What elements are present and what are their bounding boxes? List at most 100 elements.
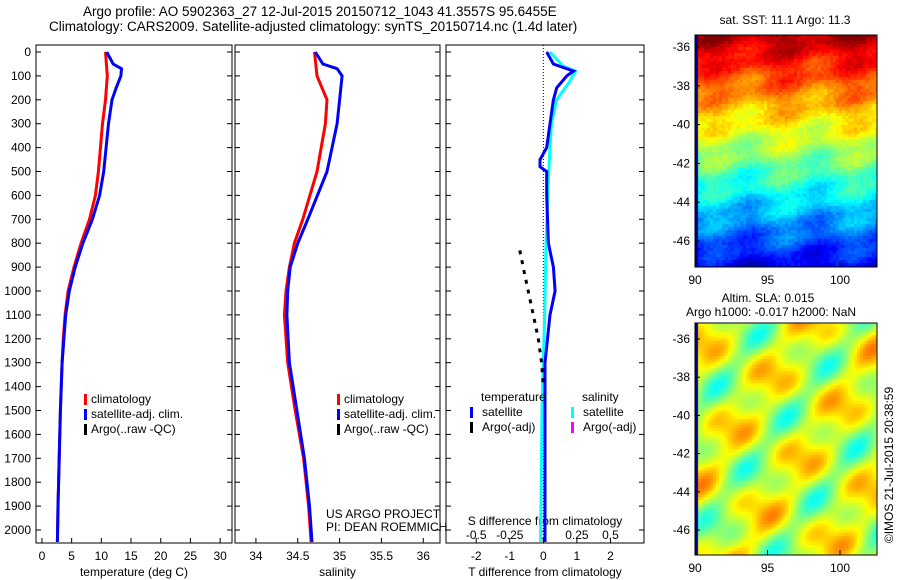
legend-title-temperature: temperature [481, 390, 546, 404]
lat-tick-label: -40 [673, 408, 691, 422]
xtick-label: 2 [607, 549, 614, 563]
depth-tick-label: 400 [11, 141, 31, 155]
depth-tick-label: 1600 [4, 427, 31, 441]
xlabel: T difference from climatology [468, 565, 622, 579]
s-diff-tick-label: 0.5 [602, 528, 619, 542]
xtick-label: 25 [184, 549, 198, 563]
sst-map-title: sat. SST: 11.1 Argo: 11.3 [720, 13, 851, 27]
legend-label: climatology [344, 392, 404, 406]
legend-title-salinity: salinity [582, 390, 619, 404]
lon-tick-label: 95 [761, 561, 775, 575]
lat-tick-label: -46 [673, 234, 691, 248]
depth-tick-label: 200 [11, 93, 31, 107]
xtick-label: 15 [124, 549, 138, 563]
legend-label: satellite [482, 405, 523, 419]
xlabel: salinity [319, 565, 356, 579]
s-diff-tick-label: -0.25 [496, 528, 524, 542]
xtick-label: -1 [504, 549, 515, 563]
plot-frame-1 [36, 45, 232, 543]
depth-tick-label: 500 [11, 165, 31, 179]
legend-swatch [84, 409, 87, 420]
legend-swatch [470, 422, 473, 433]
depth-tick-label: 600 [11, 188, 31, 202]
legend-label: satellite-adj. clim. [344, 407, 436, 421]
legend-label: Argo(-adj) [482, 420, 535, 434]
legend-swatch [337, 394, 340, 405]
s-diff-tick-label: -0.5 [466, 528, 487, 542]
legend-swatch [470, 407, 473, 418]
depth-tick-label: 1700 [4, 451, 31, 465]
legend-swatch [84, 394, 87, 405]
xtick-label: -2 [471, 549, 482, 563]
legend-swatch [571, 407, 574, 418]
project-credit: US ARGO PROJECT [326, 507, 441, 521]
depth-tick-label: 800 [11, 236, 31, 250]
satellite-adj-clim-line [57, 52, 121, 542]
xtick-label: 30 [213, 549, 227, 563]
legend-label: Argo(..raw -QC) [91, 422, 176, 436]
xtick-label: 36 [417, 549, 431, 563]
legend-swatch [337, 424, 340, 435]
legend-swatch [337, 409, 340, 420]
figure-svg: 0100200300400500600700800900100011001200… [0, 0, 900, 580]
xtick-label: 35.5 [370, 549, 394, 563]
lat-tick-label: -38 [673, 370, 691, 384]
temperature-argo-line [520, 250, 544, 386]
legend-swatch [571, 422, 574, 433]
lat-tick-label: -44 [673, 195, 691, 209]
depth-tick-label: 0 [24, 45, 31, 59]
depth-tick-label: 1100 [5, 308, 31, 322]
s-diff-tick-label: 0.25 [565, 528, 589, 542]
lon-tick-label: 100 [830, 561, 850, 575]
sst-map-frame [695, 35, 877, 267]
argo-profile-figure: Argo profile: AO 5902363_27 12-Jul-2015 … [0, 0, 900, 580]
legend-swatch [84, 424, 87, 435]
xtick-label: 0 [39, 549, 46, 563]
legend-label: satellite [583, 405, 624, 419]
lat-tick-label: -42 [673, 447, 691, 461]
satellite-adj-clim-line [287, 52, 342, 542]
lon-tick-label: 90 [688, 561, 702, 575]
depth-tick-label: 700 [11, 212, 31, 226]
lon-tick-label: 90 [688, 273, 702, 287]
depth-tick-label: 900 [11, 260, 31, 274]
depth-tick-label: 1400 [4, 380, 31, 394]
depth-tick-label: 1500 [4, 404, 31, 418]
xtick-label: 1 [574, 549, 581, 563]
xtick-label: 34 [249, 549, 263, 563]
imos-watermark: ©IMOS 21-Jul-2015 20:38:59 [882, 387, 896, 544]
climatology-line [57, 52, 107, 542]
sla-map-subtitle: Argo h1000: -0.017 h2000: NaN [686, 305, 856, 319]
lat-tick-label: -36 [673, 332, 691, 346]
xtick-label: 34.5 [286, 549, 310, 563]
legend-label: climatology [91, 392, 151, 406]
legend-label: satellite-adj. clim. [91, 407, 183, 421]
lat-tick-label: -36 [673, 40, 691, 54]
xtick-label: 5 [68, 549, 75, 563]
xtick-label: 20 [154, 549, 168, 563]
depth-tick-label: 1900 [4, 499, 31, 513]
xtick-label: 35 [333, 549, 347, 563]
lat-tick-label: -42 [673, 156, 691, 170]
depth-tick-label: 2000 [4, 523, 31, 537]
legend-label: Argo(..raw -QC) [344, 422, 429, 436]
sla-map-title: Altim. SLA: 0.015 [722, 291, 815, 305]
depth-tick-label: 100 [11, 69, 31, 83]
xtick-label: 0 [540, 549, 547, 563]
xtick-label: 10 [95, 549, 109, 563]
lon-tick-label: 100 [830, 273, 850, 287]
depth-tick-label: 1300 [4, 356, 31, 370]
lon-tick-label: 95 [761, 273, 775, 287]
depth-tick-label: 300 [11, 117, 31, 131]
depth-tick-label: 1800 [4, 475, 31, 489]
pi-credit: PI: DEAN ROEMMICH [326, 520, 447, 534]
xlabel: temperature (deg C) [80, 565, 188, 579]
legend-label: Argo(-adj) [583, 420, 636, 434]
lat-tick-label: -44 [673, 485, 691, 499]
lat-tick-label: -40 [673, 118, 691, 132]
lat-tick-label: -46 [673, 523, 691, 537]
lat-tick-label: -38 [673, 79, 691, 93]
sla-map-frame [695, 323, 877, 555]
depth-tick-label: 1200 [4, 332, 31, 346]
depth-tick-label: 1000 [4, 284, 31, 298]
